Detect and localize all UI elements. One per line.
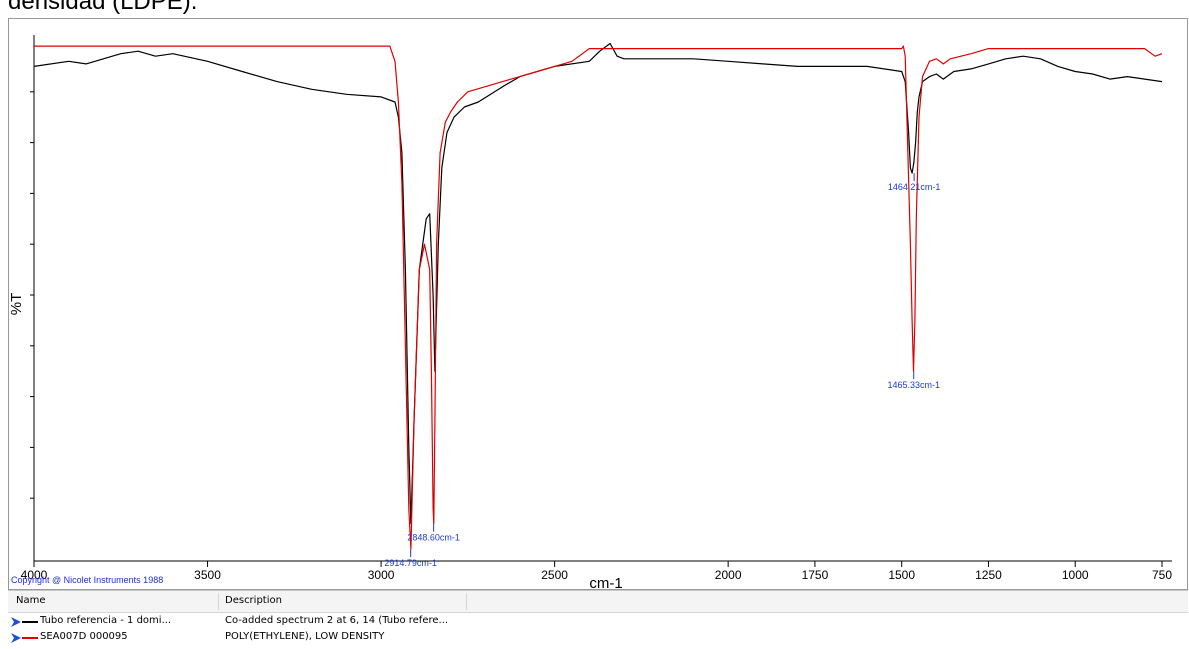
legend-header: Name Description	[8, 591, 1188, 613]
x-tick-label: 750	[1152, 568, 1172, 582]
x-tick-label: 2000	[715, 568, 742, 582]
series-line-2[interactable]	[34, 45, 1163, 550]
x-tick-label: 4000	[21, 568, 48, 582]
play-arrow-icon	[11, 617, 21, 627]
x-tick-label: 3000	[368, 568, 395, 582]
x-axis-label: cm-1	[589, 575, 622, 591]
x-tick-label: 1750	[802, 568, 829, 582]
legend-row-name: SEA007D 000095	[40, 631, 128, 642]
peak-label[interactable]: 2914.79cm-1	[384, 558, 437, 568]
legend-header-divider[interactable]	[218, 593, 219, 610]
legend-row-name: Tubo referencia - 1 domi...	[40, 615, 172, 626]
x-tick-label: 1500	[888, 568, 915, 582]
x-tick-label: 2500	[541, 568, 568, 582]
peak-label[interactable]: 2848.60cm-1	[407, 533, 460, 543]
legend-table: Name Description Tubo referencia - 1 dom…	[8, 590, 1188, 649]
x-tick-label: 1250	[975, 568, 1002, 582]
y-axis-label: %T	[9, 293, 25, 316]
legend-row-description: POLY(ETHYLENE), LOW DENSITY	[225, 631, 385, 642]
legend-row[interactable]: Tubo referencia - 1 domi... Co-added spe…	[8, 613, 1188, 631]
spectrum-plot[interactable]: 2914.79cm-1 2848.60cm-1 1464.21cm-1 1465.33…	[9, 19, 1189, 591]
legend-header-divider-end[interactable]	[466, 593, 467, 610]
legend-header-name[interactable]: Name	[16, 595, 46, 606]
legend-header-description[interactable]: Description	[225, 595, 282, 606]
legend-swatch-red	[22, 637, 38, 639]
peak-label[interactable]: 1465.33cm-1	[887, 380, 940, 390]
caption: densidad (LDPE).	[8, 0, 198, 15]
legend-swatch-black	[22, 621, 38, 623]
play-arrow-icon	[11, 633, 21, 643]
copyright-text: Copyright @ Nicolet Instruments 1988	[11, 575, 163, 585]
spectrum-chart[interactable]: 2914.79cm-1 2848.60cm-1 1464.21cm-1 1465.33…	[8, 18, 1189, 591]
peak-label[interactable]: 1464.21cm-1	[888, 182, 941, 192]
x-tick-label: 1000	[1062, 568, 1089, 582]
series-line-1[interactable]	[33, 42, 1163, 525]
legend-row-description: Co-added spectrum 2 at 6, 14 (Tubo refer…	[225, 615, 449, 626]
x-tick-label: 3500	[194, 568, 221, 582]
legend-row[interactable]: SEA007D 000095 POLY(ETHYLENE), LOW DENSI…	[8, 629, 1188, 647]
